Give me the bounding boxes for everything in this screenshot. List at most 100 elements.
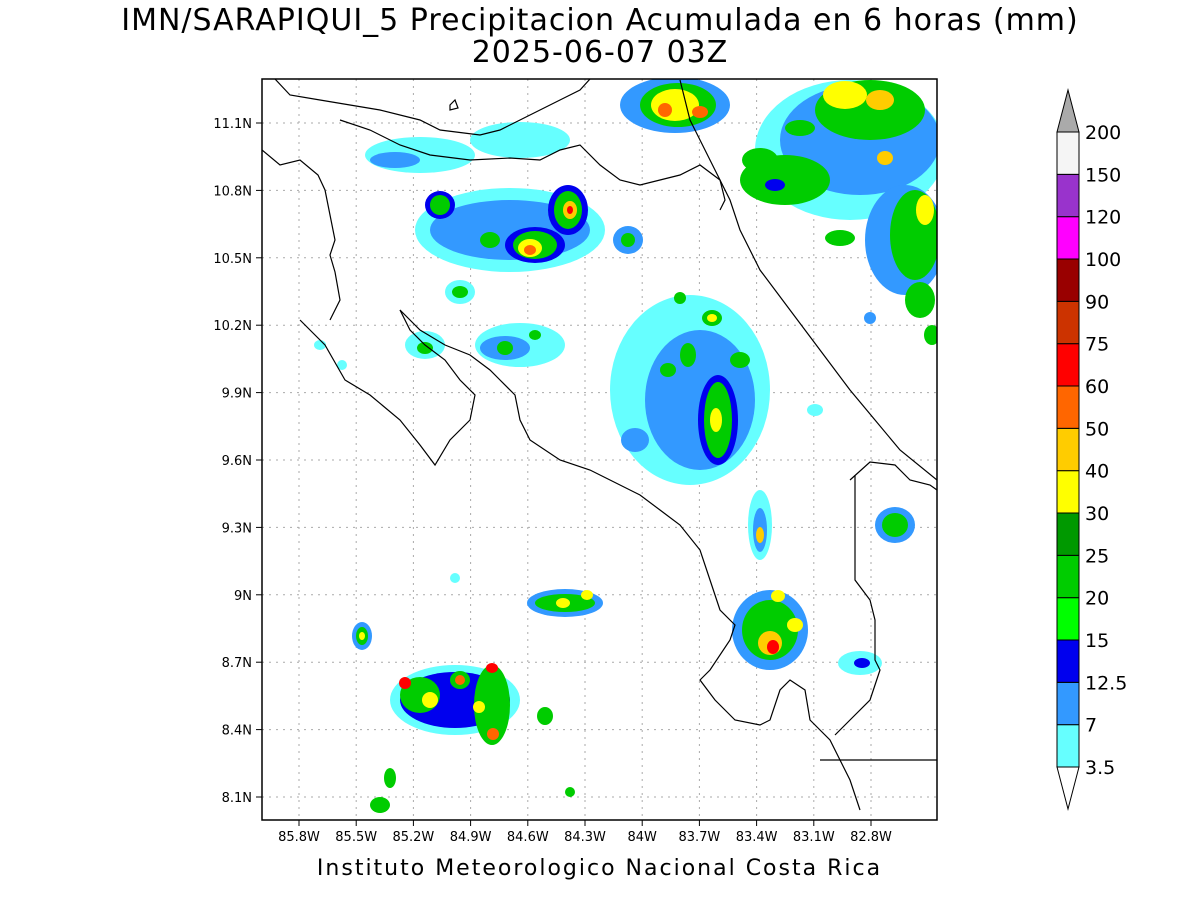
- precip-cell: [924, 325, 937, 345]
- colorbar-swatch: [1056, 597, 1080, 641]
- colorbar-label: 15: [1085, 630, 1109, 652]
- precip-cell: [497, 341, 513, 355]
- colorbar-swatch: [1056, 343, 1080, 387]
- caribbean-coast: [679, 79, 937, 481]
- lon-tick-label: 85.8W: [278, 830, 320, 845]
- title-line-1: IMN/SARAPIQUI_5 Precipitacion Acumulada …: [121, 3, 1079, 38]
- lon-tick-label: 82.8W: [850, 830, 892, 845]
- precip-cell: [742, 148, 778, 172]
- panama-coast: [849, 461, 937, 491]
- lon-tick-label: 84W: [627, 830, 657, 845]
- colorbar-label: 50: [1085, 418, 1109, 440]
- colorbar-swatch: [1056, 470, 1080, 514]
- lat-tick-label: 8.7N: [222, 656, 252, 671]
- precip-cell: [864, 312, 876, 324]
- precip-cell: [486, 663, 498, 673]
- colorbar-swatch: [1056, 639, 1080, 683]
- precip-cell: [756, 527, 764, 543]
- precip-cell: [474, 665, 510, 745]
- grid-lines: [262, 79, 937, 820]
- precip-cell: [581, 590, 593, 600]
- precip-cell: [905, 282, 935, 318]
- nicaragua-pacific-coast: [262, 149, 341, 321]
- precip-cell: [710, 408, 722, 432]
- precip-cell: [645, 330, 755, 470]
- precip-cell: [823, 81, 867, 109]
- colorbar-label: 150: [1085, 164, 1121, 186]
- lon-tick-label: 84.3W: [564, 830, 606, 845]
- precip-cell: [455, 675, 465, 685]
- lake-nicaragua-shore: [274, 79, 591, 136]
- precip-cell: [787, 618, 803, 632]
- precip-cell: [359, 632, 365, 640]
- lat-tick-label: 9.9N: [222, 387, 252, 402]
- precipitation-field: [314, 79, 937, 813]
- colorbar-swatch: [1056, 173, 1080, 218]
- lon-tick-label: 83.7W: [678, 830, 720, 845]
- coastlines-and-borders: [262, 79, 937, 811]
- precip-cell: [556, 598, 570, 608]
- lat-tick-label: 11.1N: [213, 117, 252, 132]
- costa-rica-pacific-coast: [299, 309, 476, 467]
- colorbar-swatch: [1056, 554, 1080, 599]
- title-line-2: 2025-06-07 03Z: [471, 35, 729, 70]
- precip-cell: [658, 103, 672, 117]
- lat-tick-label: 9.3N: [222, 521, 252, 536]
- colorbar-label: 20: [1085, 588, 1109, 610]
- precip-cell: [337, 360, 347, 370]
- precip-cell: [680, 343, 696, 367]
- map-frame: [261, 78, 938, 821]
- colorbar-swatch: [1056, 385, 1080, 429]
- colorbar-swatch: [1056, 681, 1080, 726]
- colorbar-label: 25: [1085, 545, 1109, 567]
- precip-cell: [370, 797, 390, 813]
- precip-cell: [707, 314, 717, 322]
- precip-cell: [767, 640, 779, 654]
- precip-cell: [621, 428, 649, 452]
- panama-border: [834, 475, 881, 736]
- lat-tick-label: 10.2N: [213, 319, 252, 334]
- colorbar-label: 7: [1085, 715, 1097, 737]
- precip-cell: [384, 768, 396, 788]
- precip-cell: [765, 179, 785, 191]
- lat-tick-label: 10.8N: [213, 184, 252, 199]
- colorbar-swatch: [1056, 724, 1080, 768]
- lat-tick-label: 9.6N: [222, 454, 252, 469]
- colorbar-label: 30: [1085, 503, 1109, 525]
- precip-cell: [866, 90, 894, 110]
- precip-cell: [370, 152, 420, 168]
- precip-cell: [651, 89, 699, 121]
- footer-credit: Instituto Meteorologico Nacional Costa R…: [316, 856, 883, 881]
- colorbar-over-triangle: [1056, 88, 1080, 133]
- precip-cell: [565, 787, 575, 797]
- gulf-nicoya-coast: [399, 309, 861, 811]
- precip-cell: [430, 195, 450, 215]
- colorbar-swatch: [1056, 131, 1080, 175]
- colorbar-label: 60: [1085, 376, 1109, 398]
- precip-cell: [692, 106, 708, 118]
- precip-cell: [730, 352, 750, 368]
- lon-tick-label: 85.5W: [335, 830, 377, 845]
- colorbar-under-triangle: [1056, 766, 1080, 811]
- precip-cell: [452, 286, 468, 298]
- nicaragua-costa-rica-border: [339, 119, 726, 211]
- precip-cell: [422, 692, 438, 708]
- colorbar-label: 100: [1085, 249, 1121, 271]
- colorbar-swatch: [1056, 512, 1080, 556]
- colorbar-swatch: [1056, 216, 1080, 260]
- lat-tick-label: 10.5N: [213, 252, 252, 267]
- lon-tick-label: 85.2W: [392, 830, 434, 845]
- colorbar-label: 200: [1085, 122, 1121, 144]
- colorbar-swatch: [1056, 258, 1080, 302]
- colorbar-label: 90: [1085, 291, 1109, 313]
- precip-cell: [854, 658, 870, 668]
- colorbar-label: 3.5: [1085, 757, 1115, 779]
- precip-cell: [529, 330, 541, 340]
- precip-cell: [807, 404, 823, 416]
- colorbar: 3.5 7 12.5 15 20 25 30 40 50 60 75 90 100 120 150 200: [1056, 88, 1127, 811]
- precip-cell: [450, 573, 460, 583]
- precip-cell: [825, 230, 855, 246]
- lon-tick-label: 84.9W: [450, 830, 492, 845]
- lat-tick-label: 8.1N: [222, 791, 252, 806]
